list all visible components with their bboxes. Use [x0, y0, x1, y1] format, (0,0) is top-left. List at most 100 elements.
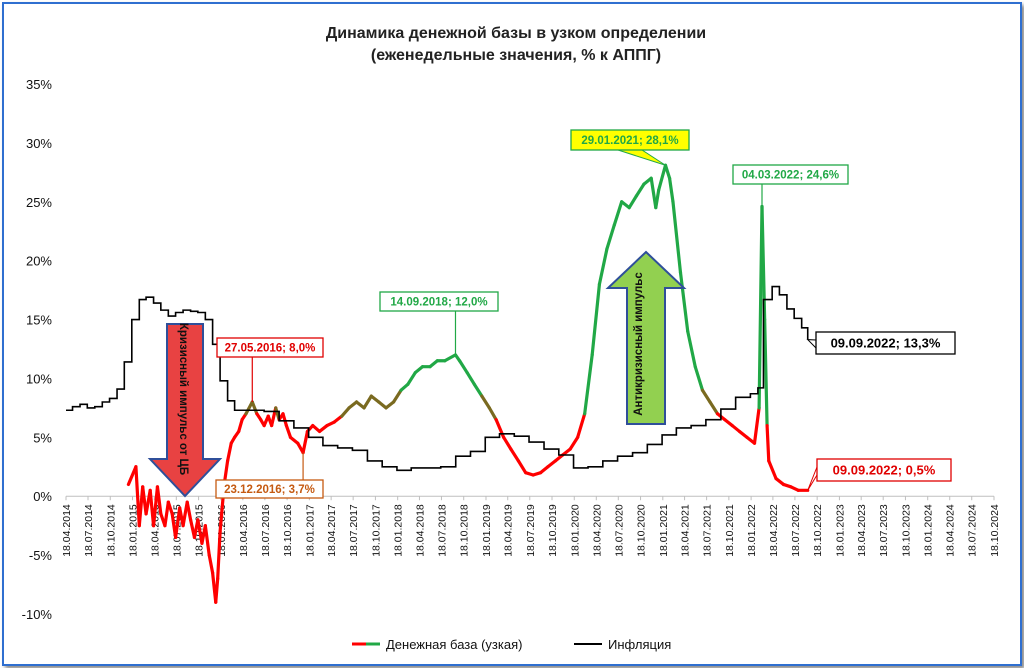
y-tick-label: 10% — [26, 371, 52, 386]
money-base-segment — [765, 423, 771, 463]
money-base-segment — [678, 270, 690, 333]
money-base-segment — [458, 359, 469, 375]
money-base-segment — [214, 577, 220, 604]
legend: Денежная база (узкая) Инфляция — [352, 637, 671, 652]
annotation-pointer — [806, 339, 817, 350]
money-base-segment — [634, 182, 646, 198]
anticrisis-arrow-label: Антикризисный импульс — [633, 272, 645, 416]
money-base-segment — [667, 176, 675, 204]
money-base-segment — [700, 388, 712, 404]
money-base-segment — [516, 459, 528, 475]
annotation-box — [379, 291, 499, 312]
x-axis: 18.04.2014 18.07.2014 18.10.2014 18.01.2015… — [61, 495, 1001, 557]
money-base-segment — [250, 400, 259, 416]
x-tick-label: 18.07.2014 — [83, 504, 95, 557]
x-tick-label: 18.07.2020 — [613, 504, 625, 557]
x-tick-label: 18.04.2016 — [238, 504, 250, 557]
money-base-segment — [472, 382, 484, 398]
money-base-segment — [465, 370, 476, 386]
annotation-label: 23.12.2016; 3,7% — [224, 484, 315, 496]
y-tick-label: -10% — [22, 607, 53, 622]
anticrisis-arrow-up — [605, 250, 687, 425]
x-tick-label: 18.07.2023 — [878, 504, 890, 557]
x-tick-label: 18.07.2024 — [967, 504, 979, 557]
x-tick-label: 18.04.2014 — [61, 504, 73, 557]
money-base-segment — [568, 435, 580, 451]
y-tick-label: 30% — [26, 136, 52, 151]
inflation-line — [66, 285, 809, 472]
money-base-segment — [627, 194, 639, 210]
x-tick-label: 18.04.2021 — [680, 504, 692, 557]
money-base-segment — [340, 406, 351, 418]
x-tick-label: 18.01.2024 — [923, 504, 935, 557]
x-tick-label: 18.10.2024 — [989, 504, 1001, 557]
x-tick-label: 18.10.2016 — [282, 504, 294, 557]
x-tick-label: 18.01.2018 — [393, 504, 405, 557]
x-tick-label: 18.07.2021 — [702, 504, 714, 557]
money-base-segment — [284, 423, 293, 439]
x-tick-label: 18.01.2017 — [304, 504, 316, 557]
x-tick-label: 18.07.2022 — [790, 504, 802, 557]
money-base-segment — [281, 412, 288, 428]
money-base-segment — [487, 406, 498, 422]
money-base-segment — [155, 485, 163, 516]
money-base-segment — [244, 400, 254, 416]
money-base-segment — [163, 500, 170, 528]
x-tick-label: 18.01.2020 — [569, 504, 581, 557]
x-tick-label: 18.01.2022 — [746, 504, 758, 557]
crisis-arrow-label: Кризисный импульс от ЦБ — [177, 323, 189, 475]
annotation-box — [215, 479, 324, 499]
y-tick-label: 20% — [26, 254, 52, 269]
legend-label-money-base: Денежная база (узкая) — [386, 637, 522, 652]
annotation-label: 14.09.2018; 12,0% — [390, 297, 487, 309]
x-tick-label: 18.10.2020 — [636, 504, 648, 557]
x-tick-label: 18.10.2019 — [547, 504, 559, 557]
x-tick-label: 18.04.2020 — [591, 504, 603, 557]
x-tick-label: 18.07.2017 — [348, 504, 360, 557]
x-tick-label: 18.10.2023 — [900, 504, 912, 557]
money-base-segment — [612, 200, 624, 227]
annotation-box — [732, 164, 849, 185]
annotation-label: 09.09.2022; 13,3% — [831, 336, 941, 351]
chart-subtitle: (еженедельные значения, % к АППГ) — [371, 47, 661, 64]
annotations-group: 27.05.2016; 8,0% 23.12.2016; 3,7% 14.09.20… — [215, 129, 956, 499]
y-tick-label: 5% — [33, 430, 52, 445]
money-base-segment — [763, 317, 769, 428]
money-base-segment — [509, 447, 520, 463]
annotation-label: 04.03.2022; 24,6% — [742, 170, 839, 182]
x-tick-label: 18.04.2018 — [414, 504, 426, 557]
annotation-label: 27.05.2016; 8,0% — [225, 343, 316, 355]
x-tick-label: 18.01.2019 — [481, 504, 493, 557]
money-base-segment — [663, 163, 672, 180]
money-base-segment — [502, 435, 513, 451]
money-base-segment — [237, 418, 244, 434]
chart-svg: Динамика денежной базы в узком определен… — [22, 25, 1001, 652]
money-base-segment — [226, 441, 233, 463]
money-base-segment — [654, 188, 661, 210]
money-base-segment — [203, 524, 211, 557]
money-base-segment — [216, 529, 222, 581]
x-tick-label: 18.04.2024 — [945, 504, 957, 557]
x-tick-label: 18.10.2022 — [812, 504, 824, 557]
y-tick-label: 0% — [33, 489, 52, 504]
money-base-segment — [767, 459, 778, 481]
money-base-segment — [301, 429, 310, 455]
money-base-segment — [597, 247, 609, 286]
y-axis: -10% -5% 0% 5% 10% 15% 20% 25% 30% 35% — [22, 77, 53, 622]
annotation-box — [816, 458, 952, 482]
annotation-pointer — [617, 149, 666, 166]
money-base-segment — [686, 329, 697, 369]
arrows-group: Кризисный импульс от ЦБ Антикризисный имп… — [147, 250, 687, 498]
x-tick-label: 18.07.2018 — [436, 504, 448, 557]
money-base-segment — [671, 200, 683, 275]
x-tick-label: 18.07.2019 — [525, 504, 537, 557]
annotation-label: 09.09.2022; 0,5% — [833, 463, 936, 478]
series-group — [66, 163, 810, 604]
x-tick-label: 18.01.2023 — [834, 504, 846, 557]
money-base-segment — [185, 500, 193, 522]
x-tick-label: 18.07.2016 — [260, 504, 272, 557]
money-base-segment — [576, 412, 587, 439]
annotation-box — [815, 331, 956, 355]
money-base-segment — [362, 394, 373, 410]
money-base-segment — [391, 388, 403, 404]
